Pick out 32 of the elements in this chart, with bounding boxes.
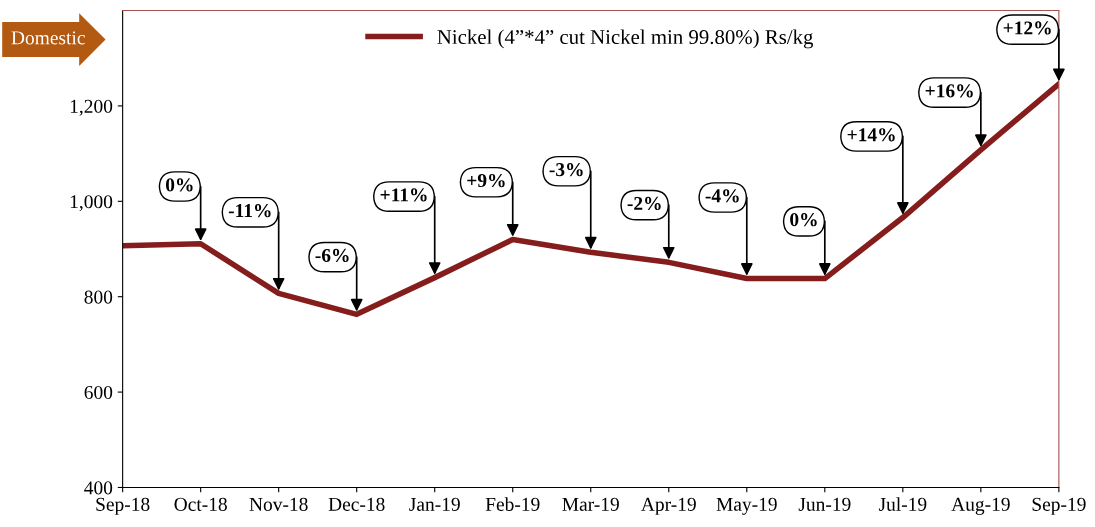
annotation: +12%: [1003, 21, 1051, 35]
annotation: +14%: [847, 128, 895, 142]
annotation: 0%: [165, 178, 193, 192]
y-tick-label: 400: [84, 481, 113, 495]
annotation: -3%: [549, 163, 583, 177]
x-tick-label: Mar-19: [562, 497, 619, 511]
x-tick-label: May-19: [716, 497, 777, 515]
annotation: -11%: [228, 204, 271, 218]
x-tick-label: Oct-18: [174, 497, 227, 511]
x-tick-label: Sep-19: [1032, 497, 1086, 515]
x-tick-label: Jun-19: [798, 497, 851, 511]
y-tick-label: 1,000: [70, 195, 113, 212]
y-tick-label: 1,200: [70, 99, 113, 116]
x-tick-label: Jan-19: [409, 497, 460, 511]
annotation: -4%: [705, 189, 739, 203]
annotation: -6%: [315, 248, 349, 263]
legend-label: Nickel (4”*4” cut Nickel min 99.80%) Rs/kg: [437, 29, 814, 49]
x-tick-label: Apr-19: [641, 497, 696, 515]
annotation: -2%: [627, 196, 661, 211]
x-tick-label: Feb-19: [485, 497, 540, 511]
annotation: 0%: [790, 213, 817, 227]
annotation: +16%: [925, 84, 973, 98]
annotation: +9%: [467, 173, 505, 188]
y-tick-label: 600: [84, 385, 113, 400]
x-tick-label: Dec-18: [328, 497, 385, 511]
y-tick-label: 800: [84, 290, 113, 304]
x-tick-label: Jul-19: [878, 497, 927, 511]
x-tick-label: Nov-18: [249, 497, 308, 511]
annotation: +11%: [380, 188, 427, 202]
x-tick-label: Sep-18: [96, 497, 150, 515]
x-tick-label: Aug-19: [951, 497, 1010, 515]
text: Domestic: [11, 31, 85, 45]
